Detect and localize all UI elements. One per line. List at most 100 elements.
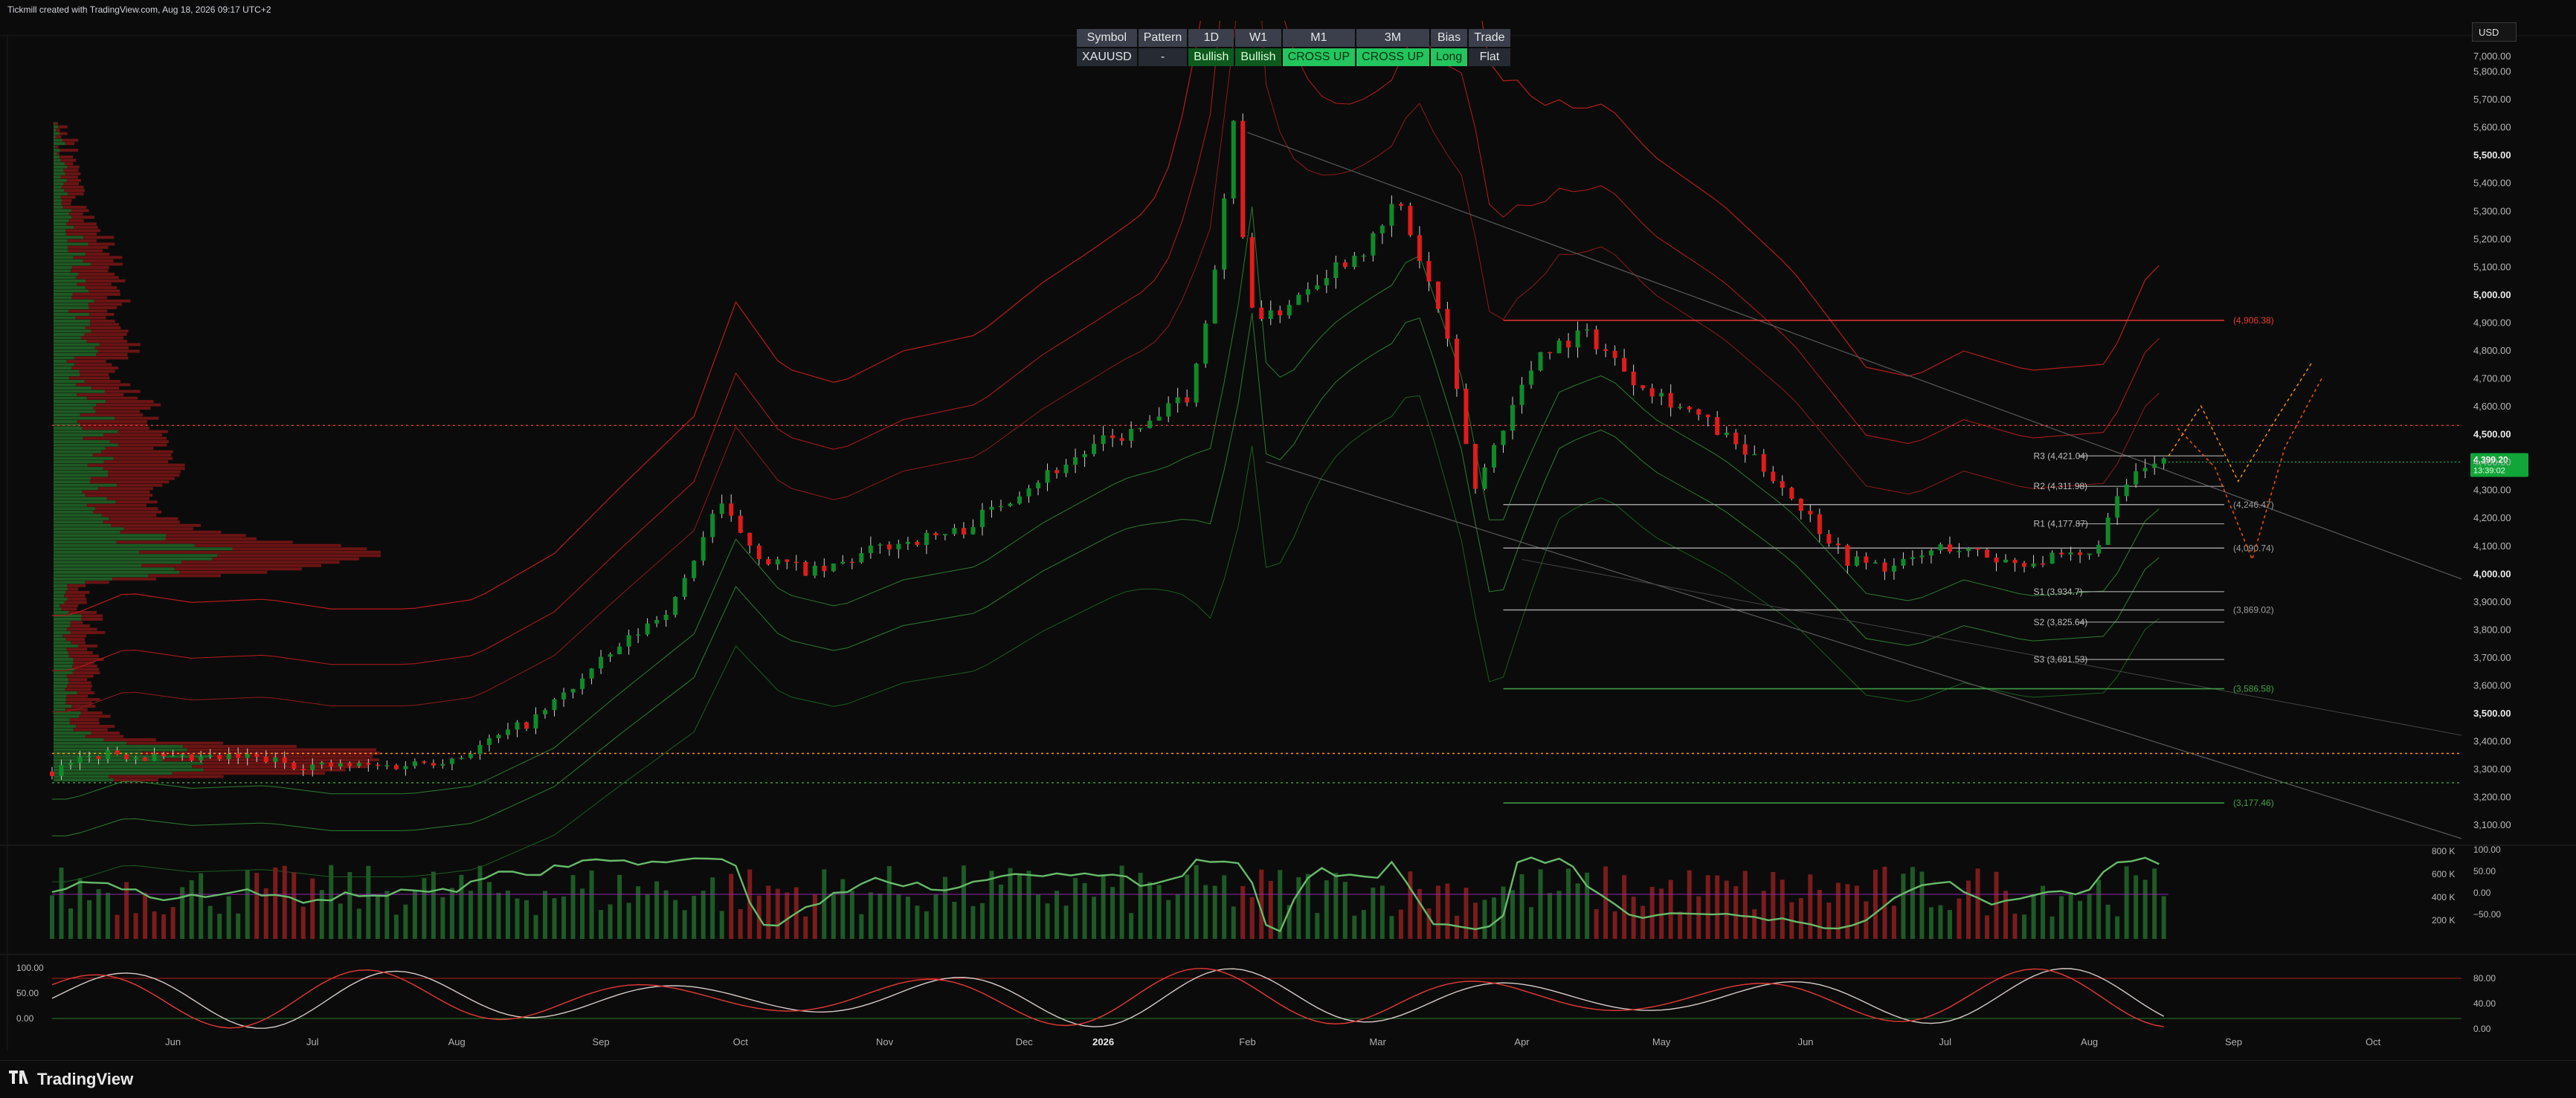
candle-body xyxy=(236,754,241,758)
currency-selector[interactable]: USD xyxy=(2472,22,2517,42)
candle-body xyxy=(1063,465,1069,474)
volume-profile-bar xyxy=(93,407,151,410)
candle-body xyxy=(2105,517,2110,545)
volume-profile-bar xyxy=(54,624,71,627)
volume-profile-bar xyxy=(60,196,76,199)
volume-profile-bar xyxy=(54,252,86,256)
candle-body xyxy=(710,514,715,537)
volume-profile-bar xyxy=(54,621,71,624)
volume-profile-bar xyxy=(111,523,202,527)
candle-body xyxy=(226,754,231,760)
volume-bar xyxy=(1054,891,1060,939)
candle-body xyxy=(933,532,938,536)
candle-body xyxy=(1501,430,1506,445)
candle-body xyxy=(626,635,631,647)
volume-profile-bar xyxy=(73,256,123,259)
volume-profile-bar xyxy=(54,423,81,427)
volume-bar xyxy=(263,888,268,939)
volume-profile-bar xyxy=(54,594,65,598)
volume-bar xyxy=(1612,911,1617,939)
volume-profile-bar xyxy=(72,664,97,668)
volume-profile-bar xyxy=(63,169,79,172)
table-header: Bias xyxy=(1430,29,1468,47)
volume-profile-bar xyxy=(109,775,224,778)
volume-profile-bar xyxy=(54,550,140,554)
time-tick-label: Jun xyxy=(1798,1036,1814,1047)
volume-profile-bar xyxy=(54,427,83,430)
volume-profile-bar xyxy=(117,430,168,433)
candle-body xyxy=(1417,235,1422,262)
candle-body xyxy=(143,757,148,761)
volume-profile-bar xyxy=(101,514,157,517)
candle-body xyxy=(961,528,966,535)
candle-body xyxy=(2003,559,2009,563)
volume-bar xyxy=(1622,875,1627,939)
candle-body xyxy=(1780,481,1785,488)
horizontal-level-label: (3,869.02) xyxy=(2233,605,2274,616)
volume-bar xyxy=(1901,873,1906,939)
volume-profile-bar xyxy=(85,581,109,584)
candle-body xyxy=(2068,552,2073,555)
volume-profile-bar xyxy=(54,192,68,196)
candle-body xyxy=(1119,438,1124,441)
volume-profile-bar xyxy=(54,376,69,380)
candle-body xyxy=(1398,204,1403,206)
volume-profile-bar xyxy=(54,209,72,213)
volume-profile-bar xyxy=(89,312,115,316)
volume-profile-bar xyxy=(54,778,114,782)
volume-profile-bar xyxy=(117,443,167,447)
volume-profile-bar xyxy=(54,450,102,453)
envelope-band-line xyxy=(52,21,2160,713)
horizontal-level-label: (4,090.74) xyxy=(2233,543,2274,553)
volume-profile-bar xyxy=(54,152,57,155)
volume-bar xyxy=(785,892,790,939)
volume-profile-bar xyxy=(115,500,158,504)
volume-profile-bar xyxy=(54,185,62,189)
volume-profile-bar xyxy=(54,685,68,688)
candle-body xyxy=(1705,414,1710,418)
candle-body xyxy=(1742,444,1748,455)
volume-profile-bar xyxy=(67,239,97,242)
volume-profile-bar xyxy=(83,259,114,262)
volume-profile-bar xyxy=(71,216,95,219)
volume-profile-bar xyxy=(54,296,72,300)
candle-body xyxy=(207,755,213,757)
candle-body xyxy=(96,756,101,759)
volume-bar xyxy=(1548,893,1553,939)
volume-profile-bar xyxy=(54,352,97,356)
price-tick-label: 4,500.00 xyxy=(2473,429,2511,440)
volume-profile-bar xyxy=(71,296,108,300)
candle-body xyxy=(1454,338,1459,390)
tradingview-logo[interactable]: TradingView xyxy=(9,1070,133,1089)
candle-body xyxy=(701,537,706,561)
volume-bar xyxy=(133,913,138,939)
volume-profile-bar xyxy=(54,129,57,132)
volume-profile-bar xyxy=(65,701,93,705)
volume-profile-bar xyxy=(59,155,73,159)
volume-profile-bar xyxy=(54,681,69,685)
volume-profile-bar xyxy=(62,634,87,638)
volume-profile-bar xyxy=(54,664,73,668)
volume-profile-bar xyxy=(183,745,297,749)
volume-bar xyxy=(412,890,417,939)
candle-body xyxy=(589,668,594,679)
volume-bar xyxy=(933,894,938,939)
candle-body xyxy=(533,714,538,729)
volume-profile-bar xyxy=(66,674,94,678)
volume-profile-bar xyxy=(123,527,193,531)
volume-profile-bar xyxy=(54,285,86,289)
volume-profile-bar xyxy=(82,490,150,494)
volume-bar xyxy=(1882,866,1887,939)
candle-body xyxy=(608,654,613,657)
volume-bar xyxy=(124,882,129,939)
volume-profile-bar xyxy=(71,641,86,645)
volume-profile-bar xyxy=(54,587,68,591)
volume-bar xyxy=(1036,894,1041,939)
candle-body xyxy=(1845,545,1850,566)
price-chart[interactable]: (4,906.38) (4,246.47) (4,090.74) (3,869.02)… xyxy=(0,21,2576,1060)
time-tick-label: Sep xyxy=(592,1036,609,1047)
volume-profile-bar xyxy=(54,306,89,309)
candle-body xyxy=(878,544,883,546)
channel-line-upper xyxy=(1247,132,2462,580)
chart-frame[interactable]: (4,906.38) (4,246.47) (4,090.74) (3,869.02)… xyxy=(0,21,2576,1060)
